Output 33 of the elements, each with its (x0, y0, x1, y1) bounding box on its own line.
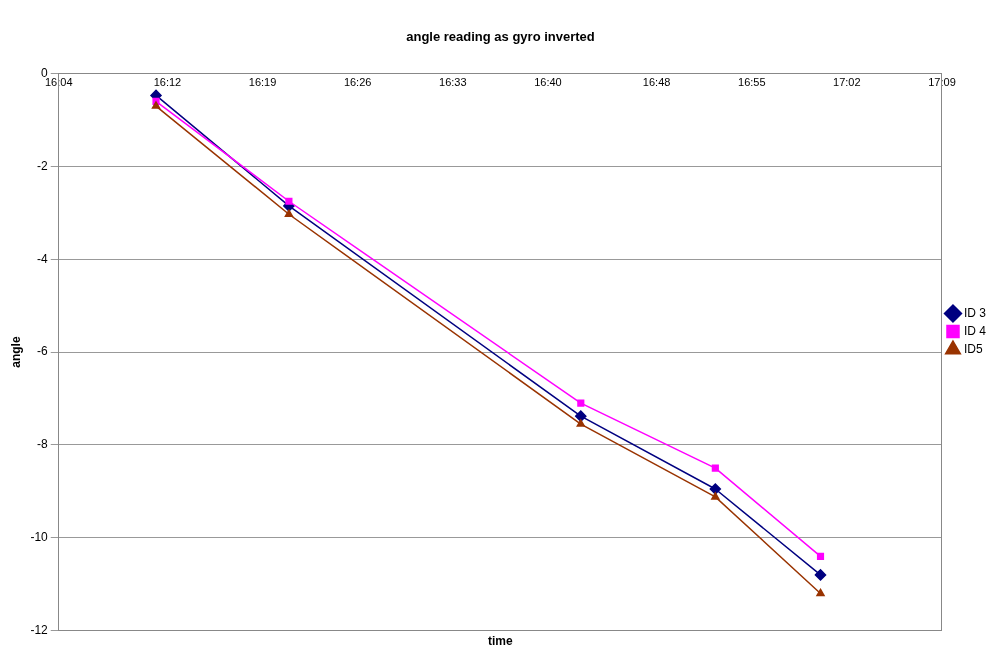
y-tick-label: -4 (37, 251, 49, 266)
x-tick-label: 16:55 (738, 76, 766, 89)
legend-label: ID 4 (963, 323, 987, 338)
y-tick-label: -6 (37, 344, 49, 359)
point (285, 197, 293, 205)
point (816, 588, 825, 597)
point (575, 410, 587, 422)
point (576, 419, 586, 427)
point (151, 101, 161, 109)
point (284, 209, 294, 217)
point (711, 492, 720, 500)
y-axis-title: angle (8, 336, 23, 368)
x-axis-title: time (488, 634, 514, 649)
y-tick-label: -10 (30, 530, 49, 545)
x-tick-label: 17:02 (833, 76, 861, 89)
x-tick-label: 16:12 (153, 76, 182, 89)
y-tick-label: -12 (30, 622, 49, 637)
x-tick-label: 16:40 (534, 76, 562, 89)
point (814, 569, 827, 581)
y-tick-label: -8 (37, 437, 49, 452)
legend-label: ID 3 (963, 305, 987, 320)
x-tick-label: 16:19 (248, 76, 277, 89)
chart-title: angle reading as gyro inverted (406, 29, 595, 45)
x-tick-label: 16:48 (642, 76, 671, 89)
legend-label: ID5 (963, 341, 983, 356)
point (577, 399, 585, 407)
point (709, 483, 722, 495)
x-tick-label: 16:26 (343, 76, 372, 89)
x-tick-label: 17:09 (928, 76, 956, 89)
y-tick-label: -2 (37, 158, 49, 173)
point (711, 464, 719, 472)
point (816, 552, 825, 560)
x-tick-label: 16:33 (439, 76, 467, 89)
